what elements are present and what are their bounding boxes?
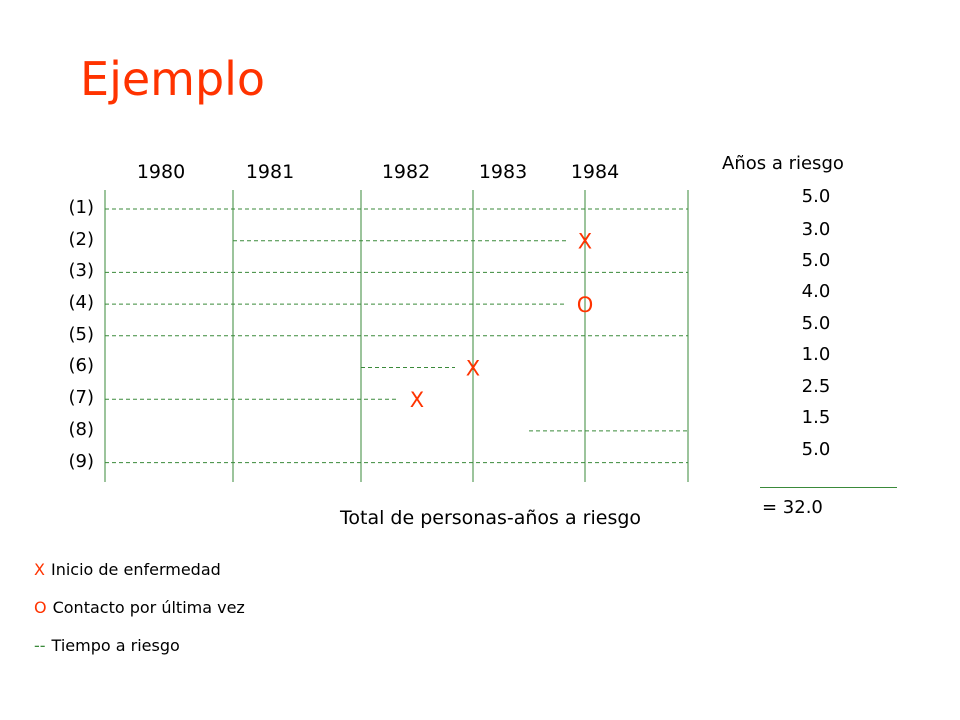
- year-label-1981: 1981: [245, 161, 295, 183]
- row-label: (9): [68, 451, 95, 472]
- legend-marker-dash: --: [34, 636, 46, 655]
- years-at-risk-value: 5.0: [801, 439, 831, 460]
- year-label-1982: 1982: [381, 161, 431, 183]
- years-at-risk-total: = 32.0: [762, 497, 823, 518]
- disease-onset-marker: X: [410, 388, 424, 412]
- row-label: (4): [68, 292, 95, 313]
- row-label: (8): [68, 419, 95, 440]
- legend-marker-x: X: [34, 560, 45, 579]
- last-contact-marker: O: [577, 293, 594, 317]
- years-at-risk-header: Años a riesgo: [722, 153, 844, 174]
- years-at-risk-value: 5.0: [801, 313, 831, 334]
- years-at-risk-value: 1.5: [801, 407, 831, 428]
- legend-text: Inicio de enfermedad: [50, 560, 221, 579]
- years-at-risk-value: 5.0: [801, 250, 831, 271]
- years-at-risk-value: 1.0: [801, 344, 831, 365]
- years-at-risk-value: 2.5: [801, 376, 831, 397]
- years-at-risk-value: 3.0: [801, 219, 831, 240]
- row-label: (2): [68, 229, 95, 250]
- legend-marker-o: O: [34, 598, 47, 617]
- disease-onset-marker: X: [466, 357, 480, 381]
- row-label: (6): [68, 355, 95, 376]
- page-title: Ejemplo: [80, 52, 266, 106]
- year-label-1984: 1984: [570, 161, 620, 183]
- row-label: (3): [68, 260, 95, 281]
- row-label: (7): [68, 387, 95, 408]
- year-label-1980: 1980: [136, 161, 186, 183]
- total-divider: [760, 487, 897, 488]
- row-label: (5): [68, 324, 95, 345]
- disease-onset-marker: X: [578, 230, 592, 254]
- row-label: (1): [68, 197, 95, 218]
- legend-item-time-at-risk: -- Tiempo a riesgo: [34, 636, 180, 656]
- legend-text: Contacto por última vez: [52, 598, 245, 617]
- legend-item-onset: X Inicio de enfermedad: [34, 560, 221, 580]
- legend-text: Tiempo a riesgo: [51, 636, 180, 655]
- years-at-risk-value: 5.0: [801, 186, 831, 207]
- year-label-1983: 1983: [478, 161, 528, 183]
- years-at-risk-value: 4.0: [801, 281, 831, 302]
- total-label: Total de personas-años a riesgo: [340, 507, 642, 529]
- legend-item-last-contact: O Contacto por última vez: [34, 598, 245, 618]
